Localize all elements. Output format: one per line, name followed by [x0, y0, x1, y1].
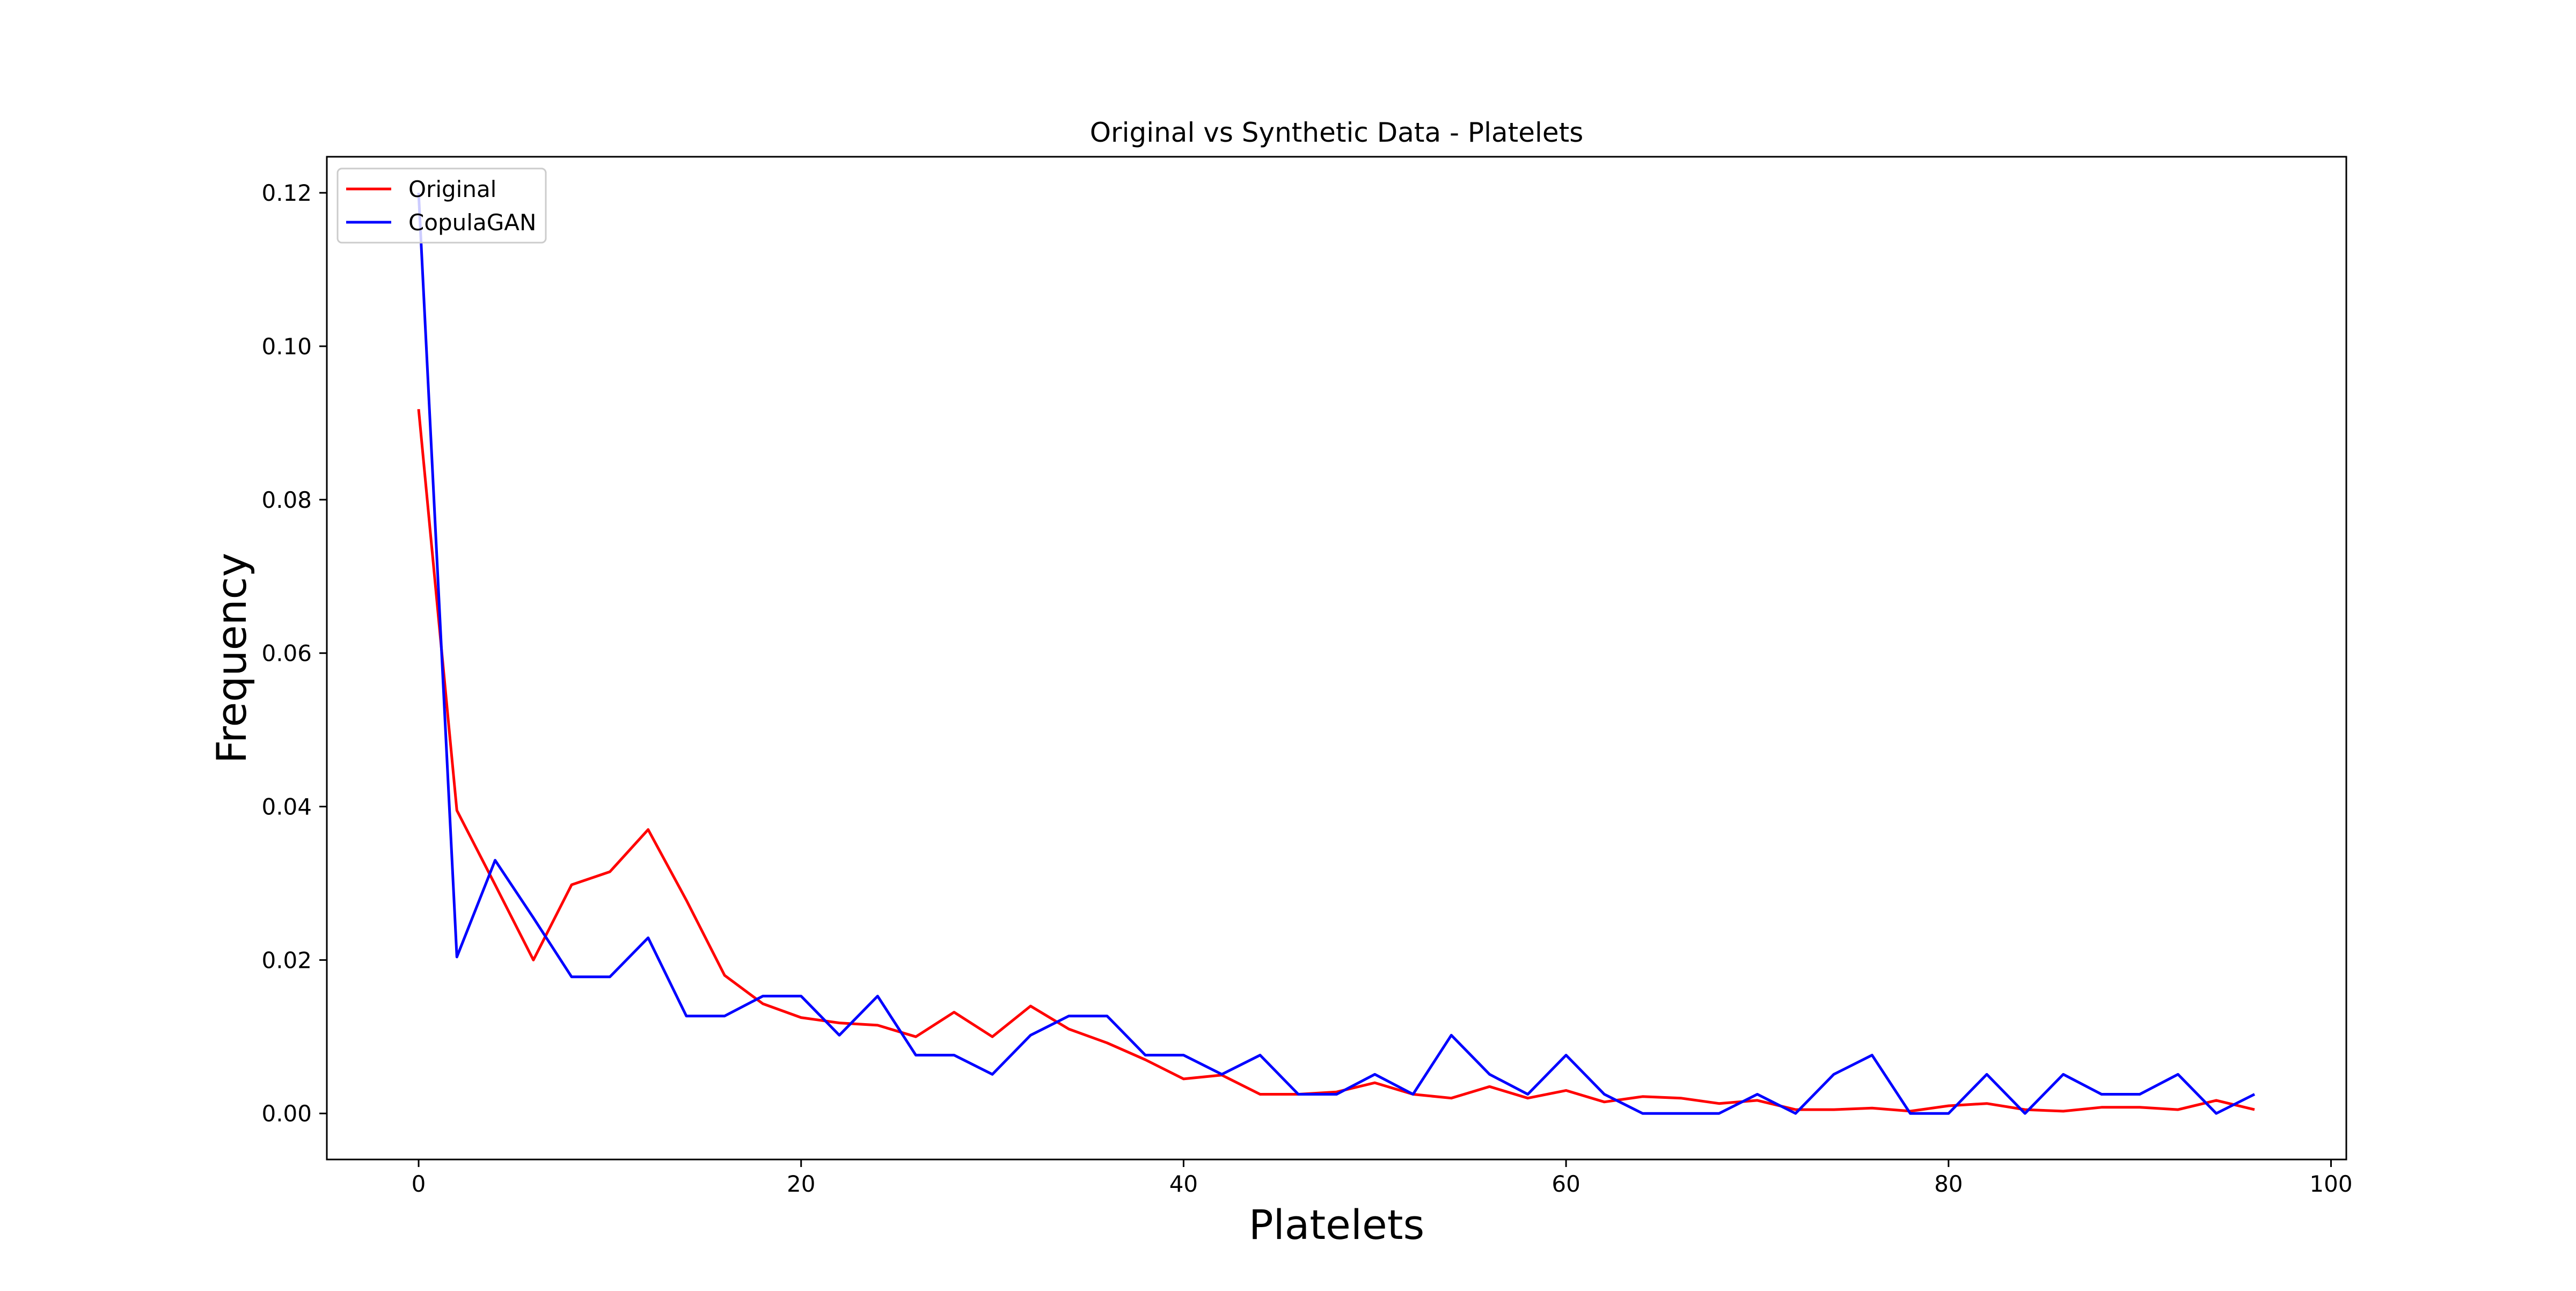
legend: Original CopulaGAN	[336, 167, 547, 244]
y-tick-label: 0.12	[261, 180, 312, 206]
y-tick-label: 0.06	[261, 640, 312, 667]
y-axis-label: Frequency	[208, 553, 255, 764]
x-tick-label: 0	[412, 1171, 426, 1197]
legend-box	[336, 167, 547, 244]
axes: 0 20 40 60 80 100 0.00 0.02 0.04 0.06 0.08 0.10 0.12	[261, 156, 2353, 1197]
x-tick-label: 40	[1169, 1171, 1198, 1197]
x-tick-label: 100	[2309, 1171, 2352, 1197]
plot-frame	[326, 156, 2347, 1161]
legend-label-original: Original	[408, 176, 496, 202]
x-axis-label: Platelets	[1249, 1201, 1424, 1249]
y-tick-label: 0.04	[261, 794, 312, 820]
series-line-original	[417, 409, 2255, 1113]
x-tick-label: 80	[1934, 1171, 1963, 1197]
plot-area	[417, 193, 2256, 1115]
chart-title: Original vs Synthetic Data - Platelets	[1090, 117, 1584, 148]
legend-label-copulagan: CopulaGAN	[408, 209, 536, 236]
y-tick-label: 0.10	[261, 333, 312, 360]
y-tick-label: 0.02	[261, 947, 312, 973]
y-tick-label: 0.08	[261, 487, 312, 513]
y-tick-label: 0.00	[261, 1100, 312, 1127]
series-line-copulagan	[417, 193, 2256, 1115]
x-tick-label: 20	[787, 1171, 815, 1197]
x-tick-label: 60	[1552, 1171, 1580, 1197]
